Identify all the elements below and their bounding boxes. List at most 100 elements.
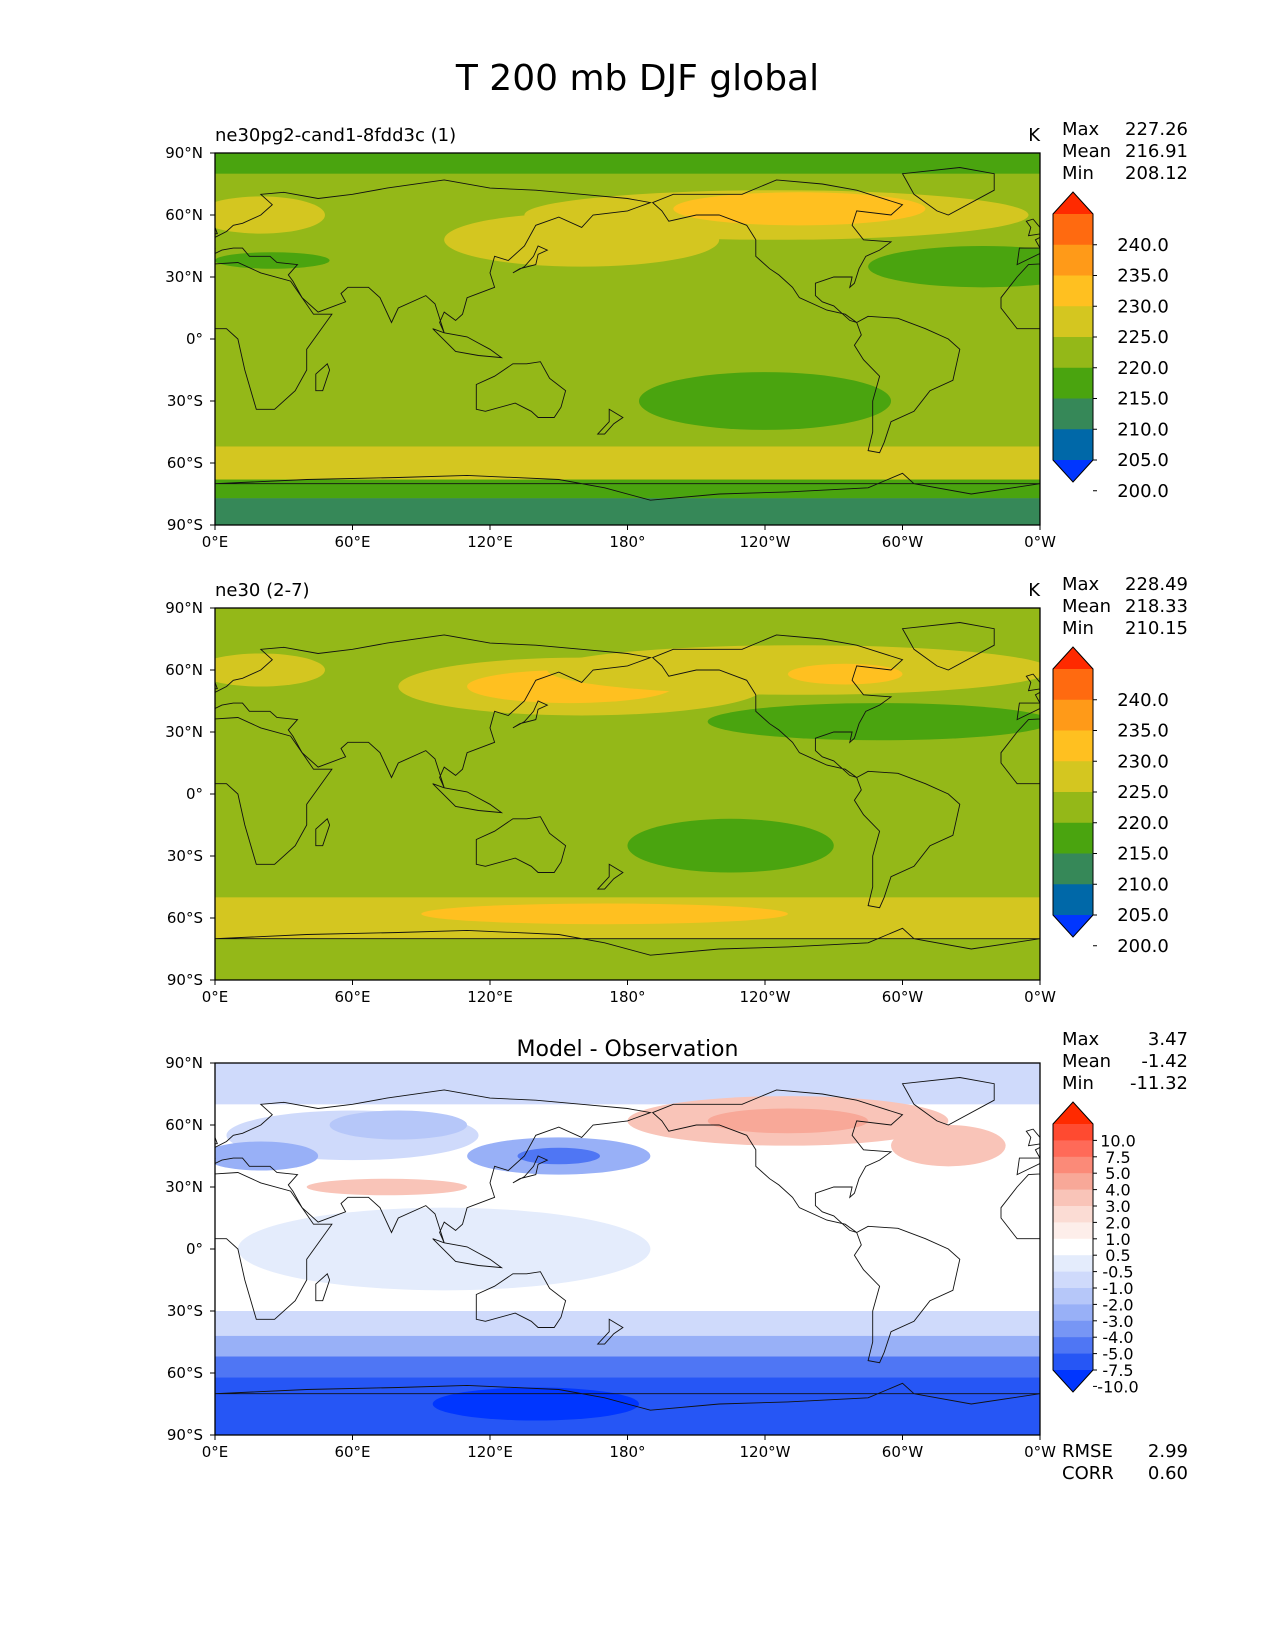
y-tick-label: 90°N: [165, 1054, 203, 1072]
y-tick-label: 60°N: [165, 1116, 203, 1134]
colorbar-label: 200.0: [1117, 481, 1169, 502]
colorbar-label: 0.5: [1105, 1246, 1130, 1265]
colorbar-segment: [1053, 853, 1093, 885]
x-tick-label: 180°: [609, 1443, 645, 1461]
x-tick-label: 180°: [609, 988, 645, 1006]
colorbar-label: 210.0: [1117, 874, 1169, 895]
field-spac-cool: [638, 372, 892, 430]
map-field: [215, 1063, 1040, 1435]
colorbar-top-extend: [1053, 1102, 1093, 1124]
x-tick-label: 60°W: [882, 1443, 924, 1461]
colorbar-label: -2.0: [1102, 1295, 1133, 1314]
x-tick-label: 120°E: [467, 533, 513, 551]
coastline-britain-wrap: [1025, 673, 1040, 692]
field-arctic-cool: [215, 1063, 1040, 1105]
colorbar-segment: [1053, 1156, 1093, 1174]
coastline-japan: [512, 245, 549, 274]
field-jet-core: [673, 192, 926, 226]
field-south-cool-1: [215, 1311, 1040, 1336]
y-tick-label: 60°S: [167, 1364, 203, 1382]
coastline-britain-wrap: [1025, 218, 1040, 237]
coastline-australia: [475, 816, 567, 873]
x-tick-label: 120°W: [740, 988, 791, 1006]
stat-min-value: 208.12: [1125, 163, 1188, 184]
coastline-africa: [215, 1172, 333, 1320]
field-europe-warm: [215, 196, 325, 234]
colorbar: 240.0 235.0 230.0 225.0 220.0 215.0 210.0 205.0…: [1052, 646, 1169, 957]
colorbar-label: -4.0: [1102, 1328, 1133, 1347]
coastline-north-america: [651, 1089, 904, 1233]
coastline-new-zealand: [596, 863, 624, 890]
colorbar-segment: [1053, 214, 1093, 246]
corr-value: 0.60: [1148, 1463, 1188, 1484]
colorbar-segment: [1053, 1337, 1093, 1355]
colorbar-segment: [1053, 1206, 1093, 1223]
colorbar-bottom-extend: [1053, 915, 1093, 937]
coastline-north-america: [651, 634, 904, 778]
x-tick-label: 0°W: [1024, 1443, 1056, 1461]
coastline-new-zealand: [596, 408, 624, 435]
coastline-britain: [215, 681, 218, 690]
colorbar-segment: [1053, 822, 1093, 854]
colorbar-label: -10.0: [1097, 1377, 1138, 1396]
field-med-cool: [215, 252, 330, 269]
coastline-australia: [475, 361, 567, 418]
colorbar-segment: [1053, 367, 1093, 399]
stat-mean-value: 218.33: [1125, 596, 1188, 617]
colorbar-segment: [1053, 1173, 1093, 1191]
x-tick-label: 0°W: [1024, 988, 1056, 1006]
colorbar-label: 7.5: [1105, 1148, 1130, 1167]
colorbar-bottom-extend: [1053, 1370, 1093, 1392]
panel-title: Model - Observation: [517, 1037, 739, 1062]
colorbar-label: 215.0: [1117, 389, 1169, 410]
units-label: K: [1028, 580, 1041, 601]
colorbar-label: 200.0: [1117, 936, 1169, 957]
colorbar-segment: [1053, 1238, 1093, 1256]
coastline-indonesia: [432, 1238, 504, 1269]
colorbar-segment: [1053, 884, 1093, 916]
x-tick-label: 60°W: [882, 533, 924, 551]
stat-min-value: -11.32: [1130, 1073, 1188, 1094]
field-siberia-cool: [329, 1110, 468, 1140]
stat-mean-label: Mean: [1062, 1051, 1111, 1072]
x-tick-label: 120°W: [740, 1443, 791, 1461]
x-tick-label: 0°E: [202, 1443, 229, 1461]
stat-min-value: 210.15: [1125, 618, 1188, 639]
y-tick-label: 60°N: [165, 206, 203, 224]
stat-mean-value: -1.42: [1141, 1051, 1188, 1072]
coastline-britain: [215, 226, 218, 235]
panel-model: ne30pg2-cand1-8fdd3c (1) K 0°E 60°E 120°E 180…: [0, 110, 1275, 580]
x-tick-label: 180°: [609, 533, 645, 551]
stat-min-label: Min: [1062, 618, 1094, 639]
coastline-antarctica: [215, 927, 1040, 956]
colorbar-segment: [1053, 337, 1093, 369]
stat-min-label: Min: [1062, 163, 1094, 184]
colorbar-segment: [1053, 429, 1093, 461]
colorbar-segment: [1053, 669, 1093, 701]
colorbar-label: 220.0: [1117, 813, 1169, 834]
colorbar-label: 5.0: [1105, 1164, 1130, 1183]
chart-svg: ne30 (2-7) K 0°E 60°E 120°E 180° 120°W 60°W 0°W 9…: [165, 574, 1188, 1006]
y-tick-label: 30°N: [165, 1178, 203, 1196]
x-tick-label: 0°E: [202, 533, 229, 551]
field-south-warm-2: [215, 446, 1040, 480]
y-tick-label: 0°: [186, 785, 203, 803]
colorbar-segment: [1053, 1353, 1093, 1371]
chart-svg: Model - Observation 0°E 60°E 120°E 180° 120°W…: [165, 1029, 1188, 1484]
colorbar: 10.07.55.04.03.02.01.00.5-0.5-1.0-2.0-3.…: [1052, 1101, 1139, 1396]
coastline-africa: [215, 717, 333, 865]
stat-max-value: 227.26: [1125, 119, 1188, 140]
field-atlantic-cool: [707, 703, 1040, 741]
y-tick-label: 90°S: [167, 971, 203, 989]
colorbar: 240.0 235.0 230.0 225.0 220.0 215.0 210.0 205.0…: [1052, 191, 1169, 502]
coastline-africa-wrap: [1000, 718, 1040, 785]
coastline-north-america: [651, 179, 904, 323]
coastline-australia: [475, 1271, 567, 1328]
colorbar-segment: [1053, 306, 1093, 338]
coastline-indonesia: [432, 783, 504, 814]
stat-max-value: 3.47: [1148, 1029, 1188, 1050]
colorbar-segment: [1053, 244, 1093, 276]
x-tick-label: 60°W: [882, 988, 924, 1006]
colorbar-segment: [1053, 792, 1093, 824]
y-tick-label: 60°S: [167, 909, 203, 927]
